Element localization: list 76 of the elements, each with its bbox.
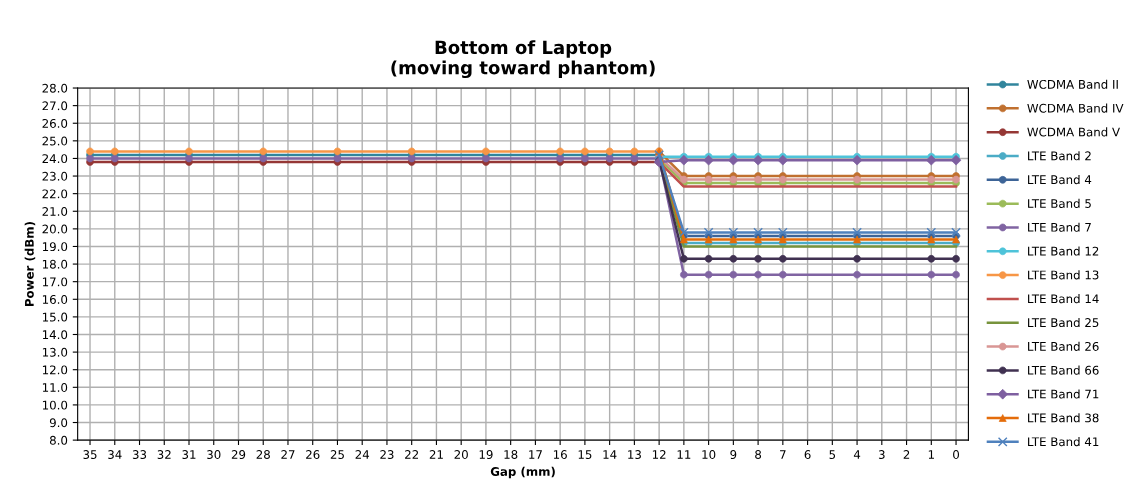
- y-tick-label: 27.0: [42, 101, 68, 111]
- legend-label: WCDMA Band V: [1027, 127, 1120, 137]
- y-tick-label: 22.0: [42, 189, 68, 199]
- y-tick-label: 23.0: [42, 171, 68, 181]
- x-tick-label: 4: [853, 450, 861, 459]
- y-tick-label: 21.0: [42, 206, 68, 216]
- x-tick-label: 25: [330, 450, 344, 459]
- legend-label: LTE Band 25: [1028, 317, 1099, 328]
- x-tick-label: 6: [804, 450, 811, 459]
- y-tick-label: 28.0: [42, 83, 68, 93]
- x-tick-label: 27: [281, 450, 295, 459]
- y-tick-label: 9.0: [49, 418, 68, 428]
- legend-label: LTE Band 14: [1028, 294, 1099, 304]
- legend-label: WCDMA Band IV: [1027, 103, 1124, 113]
- x-tick-label: 32: [157, 450, 171, 459]
- legend-label: LTE Band 38: [1028, 413, 1099, 423]
- legend-label: LTE Band 2: [1028, 151, 1091, 161]
- y-tick-label: 17.0: [42, 277, 68, 287]
- x-tick-label: 7: [780, 450, 786, 459]
- x-tick-label: 1: [928, 450, 934, 459]
- legend-label: WCDMA Band II: [1027, 79, 1118, 89]
- y-tick-label: 15.0: [42, 312, 68, 322]
- x-tick-label: 29: [231, 450, 246, 459]
- x-tick-label: 11: [677, 450, 691, 459]
- x-tick-label: 30: [207, 450, 221, 459]
- x-tick-label: 9: [730, 450, 737, 459]
- y-tick-label: 11.0: [42, 383, 68, 392]
- y-tick-label: 8.0: [49, 435, 68, 445]
- x-tick-label: 18: [504, 450, 518, 459]
- x-tick-label: 19: [479, 450, 493, 459]
- x-tick-label: 8: [755, 450, 762, 459]
- y-tick-label: 20.0: [42, 224, 68, 234]
- chart-title: Bottom of Laptop (moving toward phantom): [391, 40, 655, 79]
- x-tick-label: 16: [553, 450, 567, 459]
- y-tick-label: 19.0: [42, 242, 68, 252]
- x-tick-label: 35: [83, 450, 97, 459]
- x-tick-label: 26: [306, 450, 320, 459]
- x-tick-label: 17: [529, 450, 542, 459]
- y-tick-label: 12.0: [42, 365, 68, 375]
- x-tick-label: 31: [182, 450, 196, 459]
- legend-label: LTE Band 7: [1028, 222, 1091, 232]
- x-axis-title: Gap (mm): [490, 466, 555, 479]
- x-tick-label: 13: [628, 450, 641, 459]
- y-tick-label: 13.0: [42, 347, 68, 357]
- x-tick-label: 10: [702, 450, 716, 459]
- y-axis-title: Power (dBm): [24, 222, 36, 307]
- x-tick-label: 15: [578, 450, 592, 459]
- x-tick-label: 34: [108, 450, 122, 459]
- y-tick-label: 14.0: [42, 330, 68, 340]
- legend-label: LTE Band 13: [1028, 270, 1099, 280]
- x-tick-label: 2: [903, 450, 910, 459]
- legend-label: LTE Band 12: [1028, 246, 1099, 256]
- y-tick-label: 18.0: [42, 259, 68, 269]
- legend-label: LTE Band 26: [1028, 341, 1099, 351]
- x-tick-label: 33: [132, 450, 147, 459]
- x-tick-label: 23: [380, 450, 394, 459]
- legend-label: LTE Band 4: [1028, 174, 1092, 185]
- x-tick-label: 14: [603, 450, 617, 459]
- x-tick-label: 21: [429, 450, 443, 459]
- legend-label: LTE Band 71: [1028, 389, 1099, 399]
- legend-label: LTE Band 66: [1028, 365, 1099, 375]
- legend-label: LTE Band 5: [1028, 198, 1091, 208]
- y-tick-label: 25.0: [42, 136, 68, 146]
- x-tick-label: 0: [953, 450, 960, 459]
- x-tick-label: 3: [878, 450, 885, 459]
- x-tick-label: 24: [355, 450, 370, 459]
- y-tick-label: 16.0: [42, 295, 68, 304]
- legend-label: LTE Band 41: [1028, 437, 1099, 447]
- y-tick-label: 24.0: [42, 154, 68, 164]
- x-tick-label: 28: [256, 450, 270, 459]
- x-tick-label: 5: [829, 450, 836, 459]
- y-tick-label: 26.0: [42, 118, 68, 128]
- y-tick-label: 10.0: [42, 400, 68, 410]
- x-tick-label: 12: [652, 450, 666, 459]
- x-tick-label: 22: [405, 450, 419, 459]
- x-tick-label: 20: [454, 450, 468, 459]
